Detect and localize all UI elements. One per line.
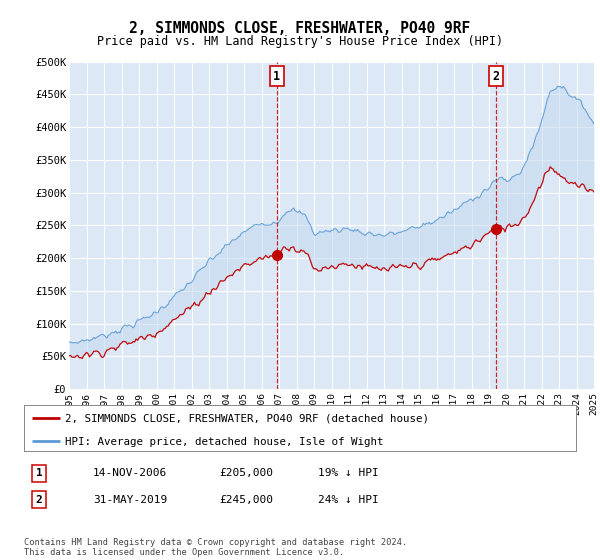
Text: £245,000: £245,000 <box>219 494 273 505</box>
Text: 31-MAY-2019: 31-MAY-2019 <box>93 494 167 505</box>
Text: 19% ↓ HPI: 19% ↓ HPI <box>318 468 379 478</box>
Text: 2, SIMMONDS CLOSE, FRESHWATER, PO40 9RF: 2, SIMMONDS CLOSE, FRESHWATER, PO40 9RF <box>130 21 470 36</box>
Text: Contains HM Land Registry data © Crown copyright and database right 2024.
This d: Contains HM Land Registry data © Crown c… <box>24 538 407 557</box>
Text: £205,000: £205,000 <box>219 468 273 478</box>
Text: 2: 2 <box>493 69 500 82</box>
Text: 1: 1 <box>35 468 43 478</box>
Text: 14-NOV-2006: 14-NOV-2006 <box>93 468 167 478</box>
Text: HPI: Average price, detached house, Isle of Wight: HPI: Average price, detached house, Isle… <box>65 437 384 447</box>
Text: 24% ↓ HPI: 24% ↓ HPI <box>318 494 379 505</box>
Text: 2: 2 <box>35 494 43 505</box>
Text: 2, SIMMONDS CLOSE, FRESHWATER, PO40 9RF (detached house): 2, SIMMONDS CLOSE, FRESHWATER, PO40 9RF … <box>65 414 430 424</box>
Text: 1: 1 <box>273 69 280 82</box>
Text: Price paid vs. HM Land Registry's House Price Index (HPI): Price paid vs. HM Land Registry's House … <box>97 35 503 48</box>
